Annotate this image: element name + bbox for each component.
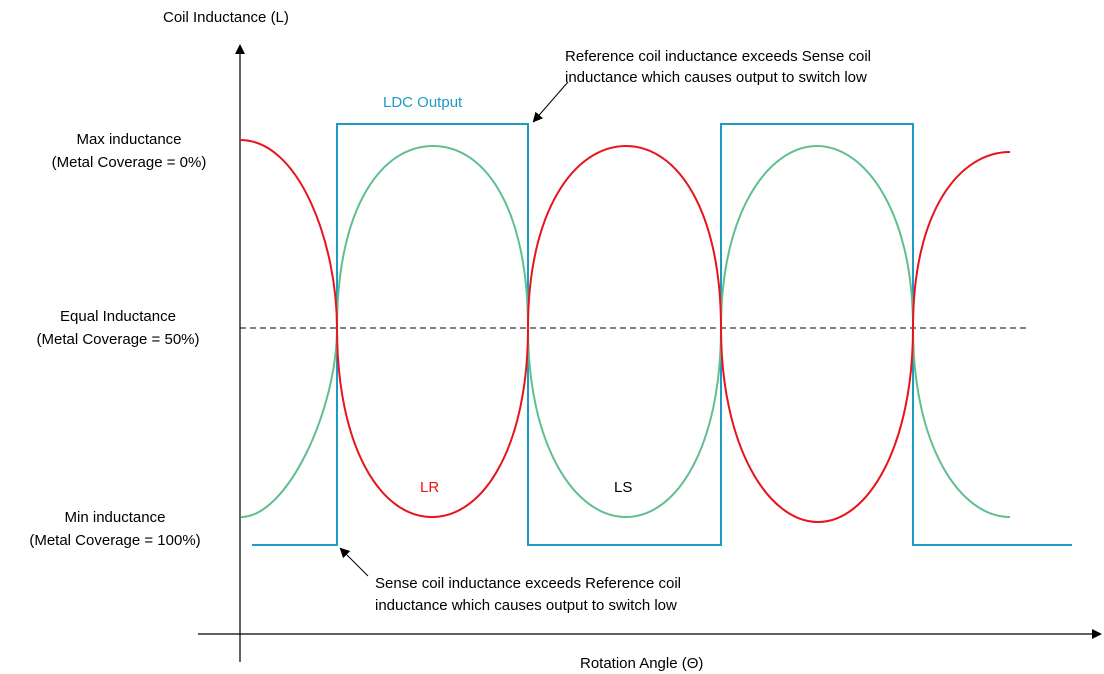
equal-inductance-label: Equal Inductance (60, 308, 176, 325)
bottom-annotation-line1: Sense coil inductance exceeds Reference … (375, 575, 681, 592)
min-inductance-label: Min inductance (65, 509, 166, 526)
min-inductance-coverage: (Metal Coverage = 100%) (29, 532, 200, 549)
top-annotation-pointer (532, 81, 569, 123)
ls-label: LS (614, 479, 632, 496)
x-axis-label: Rotation Angle (Θ) (580, 655, 703, 672)
top-annotation-line1: Reference coil inductance exceeds Sense … (565, 48, 871, 65)
max-inductance-label: Max inductance (76, 131, 181, 148)
bottom-annotation-pointer (339, 547, 369, 577)
max-inductance-coverage: (Metal Coverage = 0%) (52, 154, 207, 171)
top-annotation-line2: inductance which causes output to switch… (565, 69, 867, 86)
equal-inductance-coverage: (Metal Coverage = 50%) (37, 331, 200, 348)
bottom-annotation-line2: inductance which causes output to switch… (375, 597, 677, 614)
ls-curve (240, 144, 1011, 519)
lr-curve (239, 139, 1011, 524)
lr-label: LR (420, 479, 439, 496)
y-axis-label: Coil Inductance (L) (163, 9, 289, 26)
ldc-output-label: LDC Output (383, 94, 463, 111)
